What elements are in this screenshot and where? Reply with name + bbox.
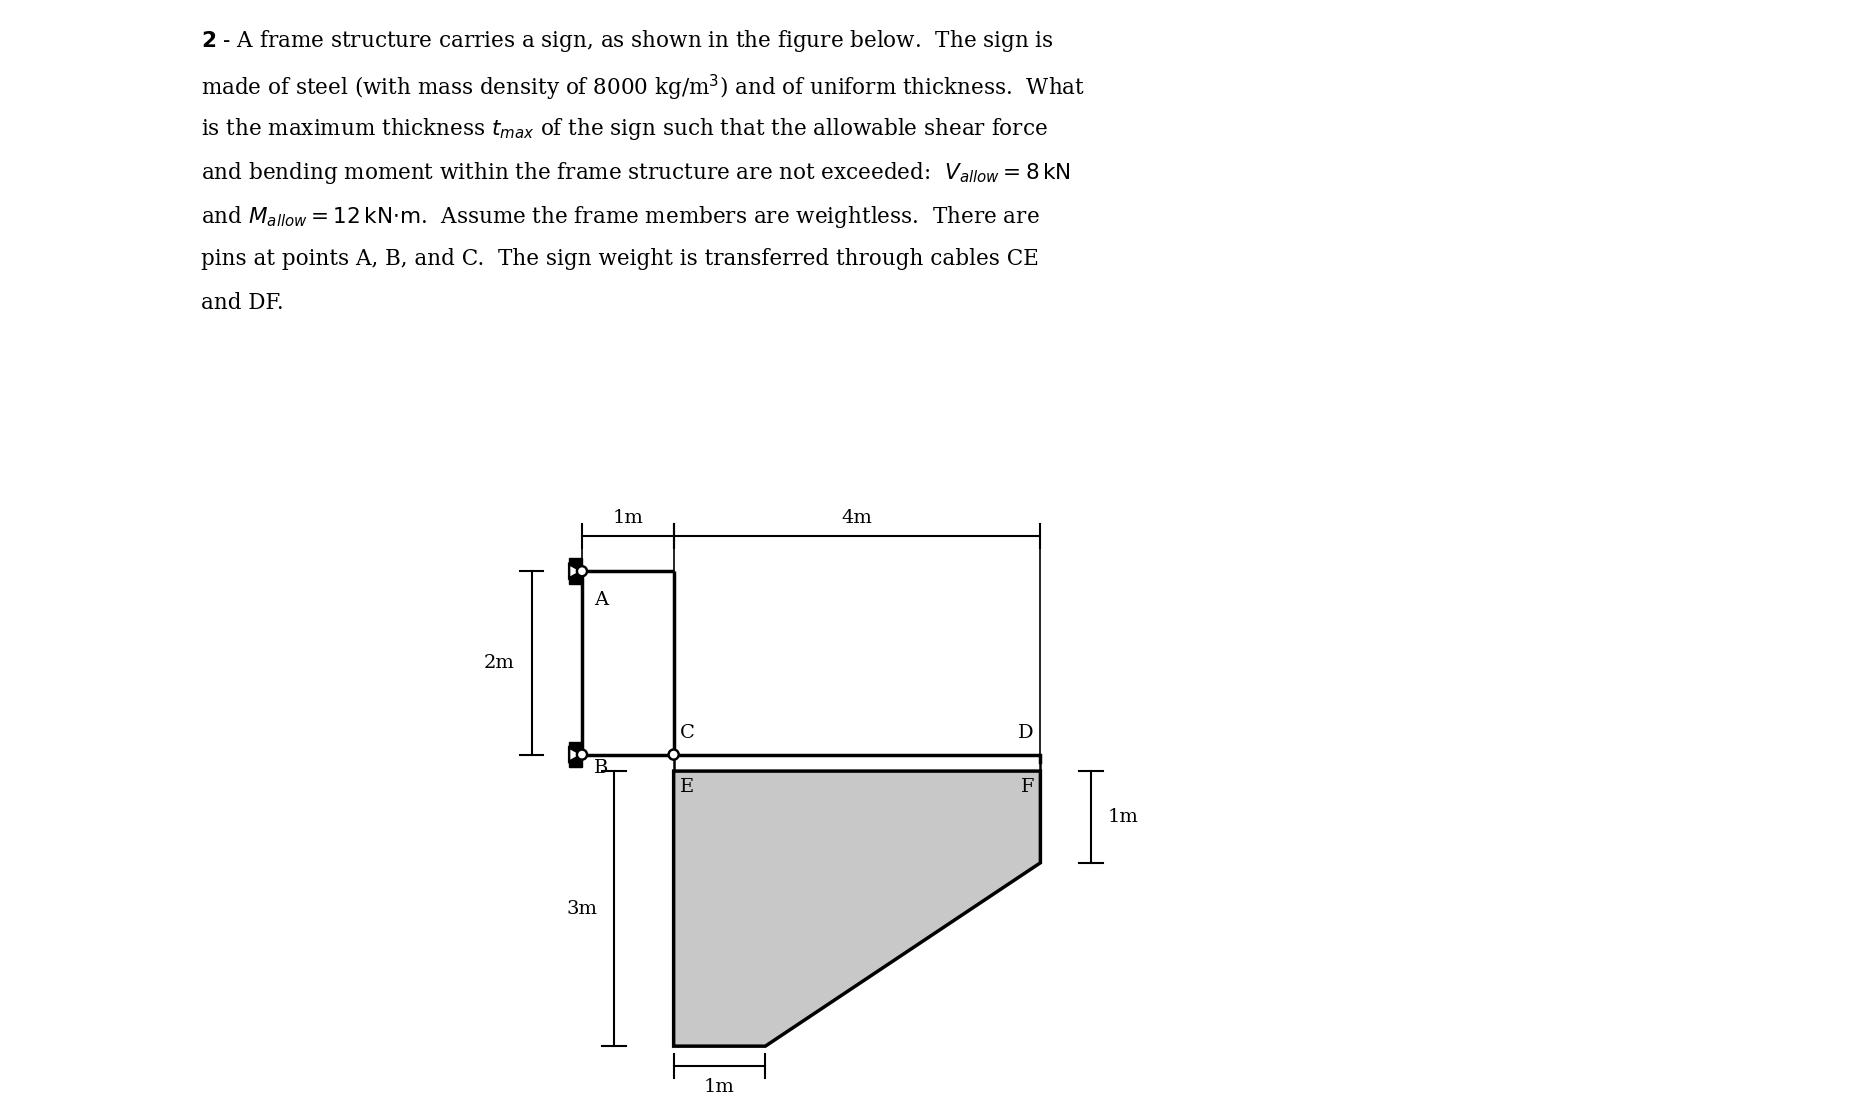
Text: B: B — [594, 759, 607, 778]
Bar — [570, 558, 581, 585]
Text: C: C — [680, 724, 695, 741]
Text: E: E — [680, 778, 693, 795]
Text: 1m: 1m — [613, 510, 643, 527]
Text: pins at points A, B, and C.  The sign weight is transferred through cables CE: pins at points A, B, and C. The sign wei… — [202, 248, 1039, 270]
Text: 1m: 1m — [705, 1079, 735, 1096]
Text: D: D — [1019, 724, 1034, 741]
Text: 4m: 4m — [841, 510, 873, 527]
Text: and bending moment within the frame structure are not exceeded:  $V_{allow} = 8\: and bending moment within the frame stru… — [202, 160, 1071, 186]
Polygon shape — [570, 748, 581, 762]
Text: 3m: 3m — [566, 900, 598, 918]
Text: and DF.: and DF. — [202, 292, 284, 314]
Text: 1m: 1m — [1106, 807, 1138, 826]
Polygon shape — [673, 771, 1041, 1046]
Text: F: F — [1020, 778, 1034, 795]
Circle shape — [669, 750, 678, 760]
Text: A: A — [594, 591, 607, 609]
Bar — [570, 741, 581, 768]
Polygon shape — [570, 564, 581, 578]
Text: $\mathbf{2}$ - A frame structure carries a sign, as shown in the figure below.  : $\mathbf{2}$ - A frame structure carries… — [202, 29, 1054, 54]
Text: made of steel (with mass density of 8000 kg/m$^3$) and of uniform thickness.  Wh: made of steel (with mass density of 8000… — [202, 73, 1086, 103]
Circle shape — [578, 566, 587, 576]
Circle shape — [578, 750, 587, 760]
Text: 2m: 2m — [484, 654, 516, 672]
Text: is the maximum thickness $t_{max}$ of the sign such that the allowable shear for: is the maximum thickness $t_{max}$ of th… — [202, 117, 1049, 142]
Text: and $M_{allow} = 12\,\mathrm{kN{\cdot}m}$.  Assume the frame members are weightl: and $M_{allow} = 12\,\mathrm{kN{\cdot}m}… — [202, 204, 1041, 231]
